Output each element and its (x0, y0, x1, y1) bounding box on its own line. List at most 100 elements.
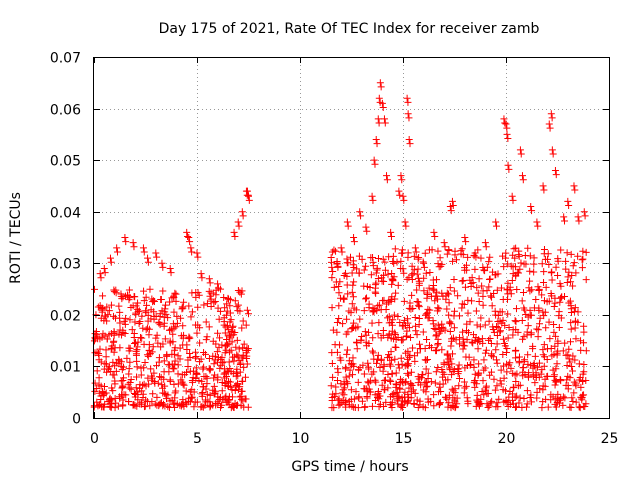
data-point (520, 395, 528, 403)
data-point (531, 379, 539, 387)
data-point (526, 306, 534, 314)
data-point (575, 376, 583, 384)
data-point (230, 357, 238, 365)
data-point (576, 404, 584, 412)
data-point (575, 360, 583, 368)
data-point (103, 303, 111, 311)
data-point (425, 314, 433, 322)
data-point (461, 364, 469, 372)
data-point (448, 360, 456, 368)
data-point (550, 328, 558, 336)
data-point (477, 314, 485, 322)
data-point (521, 356, 529, 364)
data-point (450, 312, 458, 320)
data-point (221, 329, 229, 337)
data-point (460, 378, 468, 386)
data-point (464, 296, 472, 304)
data-point (380, 277, 388, 285)
data-point (513, 392, 521, 400)
data-point (405, 324, 413, 332)
data-point (220, 318, 228, 326)
data-point (239, 212, 247, 220)
data-point (422, 383, 430, 391)
data-point (382, 398, 390, 406)
data-point (235, 222, 243, 230)
data-point (412, 248, 420, 256)
data-point (110, 328, 118, 336)
data-point (115, 355, 123, 363)
data-point (104, 311, 112, 319)
data-point (479, 264, 487, 272)
data-point (366, 377, 374, 385)
data-point (460, 389, 468, 397)
data-point (103, 317, 111, 325)
data-point (340, 378, 348, 386)
data-point (444, 290, 452, 298)
data-point (100, 403, 108, 411)
data-point (347, 253, 355, 261)
data-point (455, 361, 463, 369)
data-point (369, 334, 377, 342)
data-point (168, 350, 176, 358)
data-point (332, 383, 340, 391)
data-point (169, 400, 177, 408)
data-point (137, 334, 145, 342)
data-point (129, 401, 137, 409)
data-point (99, 388, 107, 396)
data-point (222, 346, 230, 354)
data-point (350, 395, 358, 403)
data-point (524, 244, 532, 252)
data-point (542, 283, 550, 291)
data-point (407, 379, 415, 387)
data-point (200, 301, 208, 309)
data-point (580, 391, 588, 399)
data-point (384, 384, 392, 392)
data-point (423, 291, 431, 299)
data-point (527, 398, 535, 406)
data-point (344, 290, 352, 298)
data-point (133, 388, 141, 396)
data-point (245, 192, 252, 200)
data-point (475, 275, 483, 283)
data-point (191, 348, 199, 356)
data-point (237, 387, 245, 395)
data-point (394, 400, 402, 408)
data-point (373, 140, 381, 148)
data-point (347, 309, 355, 317)
data-point (340, 391, 348, 399)
data-point (533, 394, 541, 402)
data-point (350, 278, 358, 286)
data-point (387, 228, 395, 236)
data-point (222, 372, 230, 380)
data-point (580, 322, 588, 330)
data-point (332, 247, 340, 255)
data-point (434, 295, 442, 303)
data-point (386, 401, 394, 409)
data-point (540, 279, 548, 287)
data-point (501, 119, 509, 127)
data-point (422, 356, 430, 364)
data-point (533, 325, 541, 333)
data-point (554, 271, 562, 279)
x-tick-label: 5 (193, 431, 202, 447)
data-point (582, 276, 590, 284)
data-point (490, 375, 498, 383)
data-point (369, 349, 377, 357)
data-point (349, 293, 357, 301)
data-point (520, 304, 528, 312)
data-point (407, 368, 415, 376)
data-point (443, 350, 451, 358)
data-point (451, 398, 459, 406)
data-point (180, 298, 188, 306)
data-point (473, 284, 481, 292)
data-point (413, 298, 421, 306)
data-point (110, 337, 118, 345)
data-point (376, 364, 384, 372)
data-point (522, 311, 530, 319)
data-point (342, 373, 350, 381)
data-point (404, 110, 412, 118)
data-point (562, 257, 570, 265)
data-point (500, 374, 508, 382)
data-point (447, 320, 455, 328)
data-point (549, 150, 557, 158)
